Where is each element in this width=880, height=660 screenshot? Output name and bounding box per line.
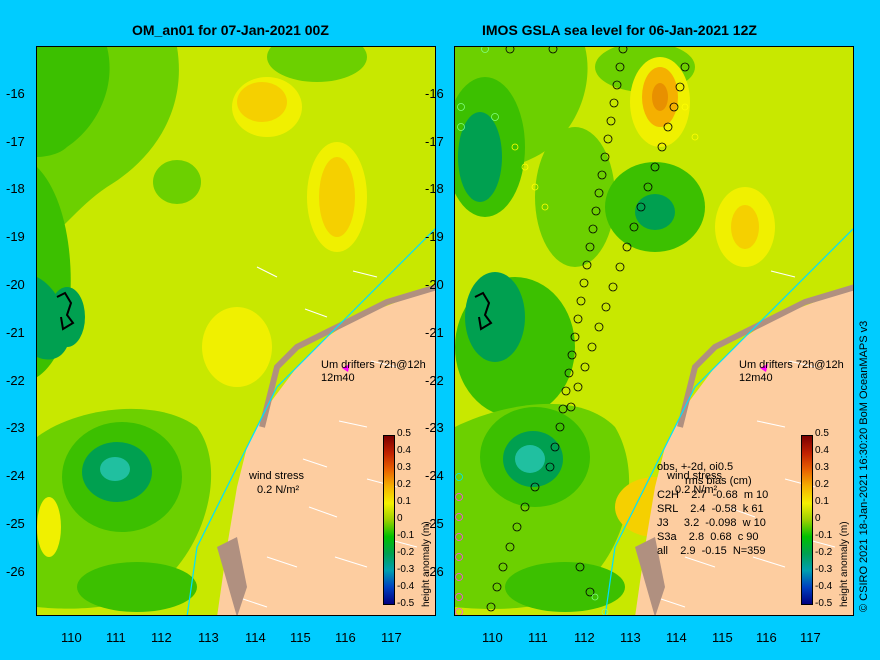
wind-stress-unit: 0.2 N/m² — [257, 484, 300, 496]
altimeter-track-colored — [455, 47, 699, 615]
stats-row: all 2.9 -0.15 N=359 — [657, 545, 766, 557]
colorbar-label: -0.5 — [397, 598, 415, 609]
x-tick-label: 113 — [198, 630, 219, 645]
y-tick-label: -20 — [6, 277, 25, 292]
x-tick-label: 111 — [528, 630, 548, 645]
colorbar-label: -0.5 — [815, 598, 833, 609]
copyright-credit: © CSIRO 2021 18-Jan-2021 16:30:20 BoM Oc… — [858, 320, 870, 612]
x-tick-label: 110 — [482, 630, 503, 645]
y-tick-label: -22 — [6, 373, 25, 388]
wind-stress-label: wind stress — [667, 470, 723, 482]
y-tick-label: -23 — [425, 420, 444, 435]
colorbar-label: 0.2 — [815, 479, 829, 490]
x-tick-label: 113 — [620, 630, 641, 645]
colorbar-left — [383, 435, 395, 605]
x-tick-label: 116 — [756, 630, 777, 645]
y-tick-label: -26 — [6, 564, 25, 579]
x-tick-label: 111 — [106, 630, 126, 645]
y-tick-label: -18 — [6, 181, 25, 196]
x-tick-label: 114 — [666, 630, 687, 645]
y-tick-label: -20 — [425, 277, 444, 292]
x-tick-label: 115 — [712, 630, 733, 645]
stats-row: SRL 2.4 -0.58 k 61 — [657, 503, 764, 515]
x-tick-label: 115 — [290, 630, 311, 645]
panel-left-title: OM_an01 for 07-Jan-2021 00Z — [132, 22, 329, 38]
y-tick-label: -16 — [425, 86, 444, 101]
x-tick-label: 116 — [335, 630, 356, 645]
drifter-label: Um drifters 72h@12h — [739, 359, 844, 371]
y-tick-label: -25 — [425, 516, 444, 531]
drifter-sublabel: 12m40 — [321, 372, 355, 384]
y-tick-label: -22 — [425, 373, 444, 388]
colorbar-right — [801, 435, 813, 605]
colorbar-label: 0.1 — [815, 496, 829, 507]
x-tick-label: 112 — [151, 630, 172, 645]
y-tick-label: -23 — [6, 420, 25, 435]
x-tick-label: 117 — [800, 630, 821, 645]
stats-subheader: rms bias (cm) — [685, 475, 752, 487]
colorbar-label: 0.4 — [397, 445, 411, 456]
colorbar-label: -0.1 — [815, 530, 833, 541]
stats-row: J3 3.2 -0.098 w 10 — [657, 517, 766, 529]
colorbar-label: 0.3 — [397, 462, 411, 473]
x-tick-label: 117 — [381, 630, 402, 645]
y-tick-label: -16 — [6, 86, 25, 101]
y-tick-label: -18 — [425, 181, 444, 196]
stats-header: obs, +-2d, oi0.5 — [657, 461, 734, 473]
colorbar-label: 0.2 — [397, 479, 411, 490]
colorbar-label: -0.3 — [815, 564, 833, 575]
colorbar-label: 0.5 — [815, 428, 829, 439]
altimeter-track-circles — [486, 47, 690, 612]
wind-stress-label: wind stress — [249, 470, 305, 482]
colorbar-label: 0 — [397, 513, 403, 524]
colorbar-label: 0.3 — [815, 462, 829, 473]
colorbar-title: height anomaly (m) — [839, 521, 850, 607]
map-right[interactable]: Um drifters 72h@12h 12m40 wind stress 0.… — [454, 46, 854, 616]
sea-level-field-right — [455, 47, 853, 615]
colorbar-label: 0 — [815, 513, 821, 524]
stats-row: C2H 2.7 -0.68 m 10 — [657, 489, 769, 501]
x-tick-label: 110 — [61, 630, 82, 645]
y-tick-label: -17 — [425, 134, 444, 149]
y-tick-label: -21 — [6, 325, 25, 340]
map-left[interactable]: Um drifters 72h@12h 12m40 wind stress 0.… — [36, 46, 436, 616]
sea-level-field-left — [37, 47, 435, 615]
drifter-sublabel: 12m40 — [739, 372, 773, 384]
x-tick-label: 114 — [245, 630, 266, 645]
y-tick-label: -21 — [425, 325, 444, 340]
colorbar-label: -0.1 — [397, 530, 415, 541]
y-tick-label: -24 — [425, 468, 444, 483]
y-tick-label: -24 — [6, 468, 25, 483]
colorbar-label: 0.4 — [815, 445, 829, 456]
y-tick-label: -19 — [425, 229, 444, 244]
drifter-label: Um drifters 72h@12h — [321, 359, 426, 371]
panel-right-title: IMOS GSLA sea level for 06-Jan-2021 12Z — [482, 22, 757, 38]
stats-row: S3a 2.8 0.68 c 90 — [657, 531, 759, 543]
wind-stress-unit: 0.2 N/m² — [675, 484, 718, 496]
colorbar-label: -0.2 — [397, 547, 415, 558]
colorbar-label: -0.4 — [397, 581, 415, 592]
colorbar-label: -0.3 — [397, 564, 415, 575]
colorbar-label: 0.5 — [397, 428, 411, 439]
colorbar-label: -0.2 — [815, 547, 833, 558]
colorbar-label: -0.4 — [815, 581, 833, 592]
colorbar-label: 0.1 — [397, 496, 411, 507]
y-tick-label: -25 — [6, 516, 25, 531]
x-tick-label: 112 — [574, 630, 595, 645]
y-tick-label: -19 — [6, 229, 25, 244]
y-tick-label: -26 — [425, 564, 444, 579]
y-tick-label: -17 — [6, 134, 25, 149]
